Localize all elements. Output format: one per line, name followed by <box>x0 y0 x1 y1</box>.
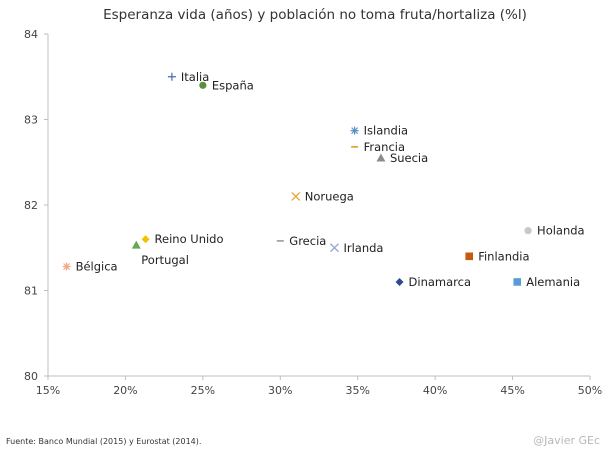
author-credit: @Javier GEc <box>533 434 600 447</box>
label-grecia: Grecia <box>289 234 326 248</box>
x-tick-label: 25% <box>191 384 215 397</box>
point-italia <box>167 72 176 81</box>
label-portugal: Portugal <box>141 253 189 267</box>
point-alemania <box>513 278 522 286</box>
label-suecia: Suecia <box>390 151 428 165</box>
data-points <box>62 72 532 286</box>
x-tick-label: 45% <box>500 384 524 397</box>
label-francia: Francia <box>364 140 405 154</box>
point-belgica <box>62 262 71 271</box>
label-holanda: Holanda <box>537 224 585 238</box>
label-italia: Italia <box>181 70 209 84</box>
point-holanda <box>524 227 532 235</box>
point-reino-unido <box>141 235 150 244</box>
x-tick-label: 40% <box>423 384 447 397</box>
label-dinamarca: Dinamarca <box>409 275 471 289</box>
chart-title: Esperanza vida (años) y población no tom… <box>103 7 527 23</box>
y-tick-label: 80 <box>24 370 38 383</box>
label-alemania: Alemania <box>526 275 580 289</box>
y-tick-label: 81 <box>24 285 38 298</box>
label-irlanda: Irlanda <box>343 241 383 255</box>
y-tick-label: 84 <box>24 28 38 41</box>
label-finlandia: Finlandia <box>478 249 529 263</box>
y-tick-label: 83 <box>24 114 38 127</box>
x-tick-label: 30% <box>268 384 292 397</box>
x-tick-label: 35% <box>345 384 369 397</box>
label-noruega: Noruega <box>305 189 354 203</box>
label-islandia: Islandia <box>364 124 408 138</box>
axes: 80 81 82 83 84 15% 20% 25% 30% 35% 40% 45% 50% <box>24 28 602 397</box>
point-suecia <box>376 153 386 162</box>
point-finlandia <box>465 252 474 261</box>
label-belgica: Bélgica <box>76 260 118 274</box>
x-tick-label: 50% <box>578 384 602 397</box>
x-tick-label: 15% <box>36 384 60 397</box>
point-portugal <box>131 240 141 249</box>
point-islandia <box>350 126 359 135</box>
source-note: Fuente: Banco Mundial (2015) y Eurostat … <box>6 437 202 446</box>
y-tick-label: 82 <box>24 199 38 212</box>
point-irlanda <box>330 243 339 253</box>
label-reino-unido: Reino Unido <box>155 232 224 246</box>
point-espana <box>199 81 207 89</box>
point-noruega <box>291 191 301 201</box>
x-tick-label: 20% <box>113 384 137 397</box>
point-dinamarca <box>395 277 404 286</box>
label-espana: España <box>212 78 254 92</box>
